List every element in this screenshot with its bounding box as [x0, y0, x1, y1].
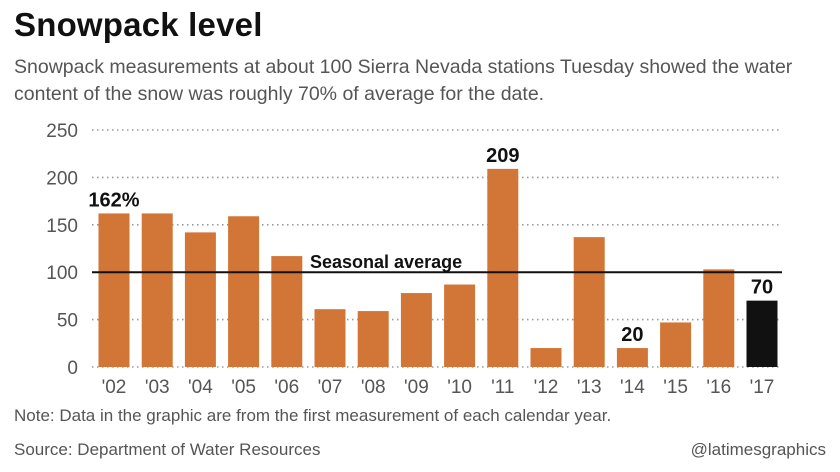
x-tick-label: '07: [318, 377, 343, 398]
reference-layer: Seasonal average: [92, 252, 782, 274]
x-tick-label: '04: [188, 377, 213, 398]
bar: [573, 237, 605, 367]
x-tick-label: '06: [274, 377, 299, 398]
x-tick-label: '10: [447, 377, 472, 398]
x-tick-label: '17: [750, 377, 775, 398]
bar: [184, 232, 216, 367]
chart-title: Snowpack level: [14, 6, 263, 43]
data-label: 20: [621, 324, 643, 346]
x-tick-label: '09: [404, 377, 429, 398]
bar: [660, 322, 692, 367]
data-label: 209: [486, 145, 519, 167]
y-tick-label: 0: [67, 358, 78, 379]
x-tick-label: '05: [231, 377, 256, 398]
seasonal-average-label: Seasonal average: [310, 252, 462, 272]
x-tick-label: '11: [491, 377, 514, 398]
x-tick-label: '15: [663, 377, 688, 398]
chart-source: Source: Department of Water Resources: [14, 440, 321, 459]
bar: [228, 216, 260, 367]
bar: [314, 309, 346, 367]
y-tick-label: 150: [46, 216, 78, 237]
bar: [746, 300, 778, 367]
data-label: 162%: [88, 189, 139, 211]
bar: [271, 256, 303, 367]
y-tick-label: 250: [46, 121, 78, 142]
x-tick-label: '16: [706, 377, 731, 398]
y-tick-label: 200: [46, 168, 78, 189]
x-tick-label: '14: [620, 377, 645, 398]
x-tick-label: '12: [534, 377, 559, 398]
bar: [400, 293, 432, 367]
bar: [487, 168, 519, 367]
x-tick-label: '08: [361, 377, 386, 398]
y-tick-label: 100: [46, 263, 78, 284]
chart-subtitle: Snowpack measurements at about 100 Sierr…: [14, 56, 793, 105]
bar: [141, 213, 173, 367]
y-tick-label: 50: [57, 311, 78, 332]
grid-layer: 0 50 100 150 200 250: [46, 121, 782, 379]
chart-credit: @latimesgraphics: [690, 440, 826, 459]
x-tick-label: '13: [577, 377, 602, 398]
bar: [444, 284, 476, 367]
data-label: 70: [751, 277, 773, 299]
labels-layer: 162% 209 20 70: [88, 145, 773, 346]
bar: [98, 213, 130, 367]
bar: [703, 269, 735, 367]
bar: [530, 348, 562, 367]
x-tick-label: '03: [145, 377, 170, 398]
bars-layer: '02 '03 '04 '05 '06 '07 '08 '09 '10 '11 '12 '13 '14 '…: [98, 168, 778, 398]
x-tick-label: '02: [102, 377, 127, 398]
chart-note: Note: Data in the graphic are from the f…: [14, 406, 612, 425]
bar: [357, 311, 389, 367]
bar: [616, 348, 648, 367]
